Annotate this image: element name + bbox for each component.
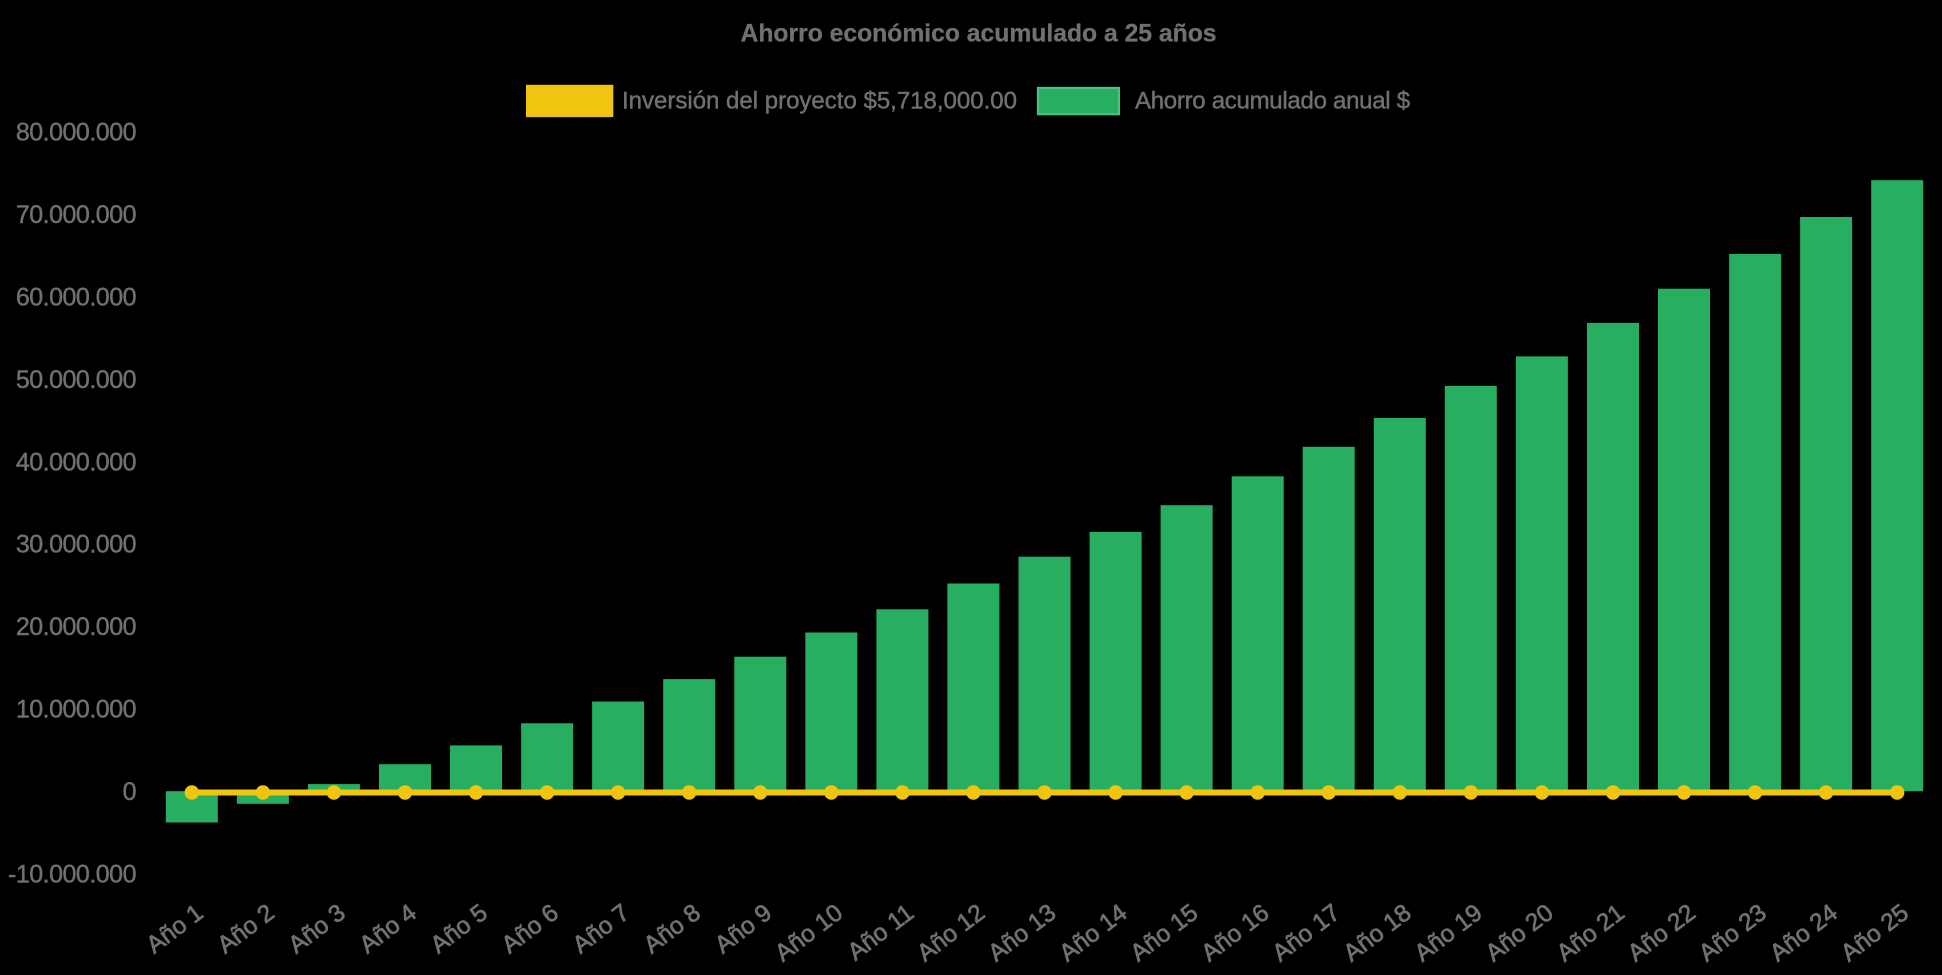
svg-text:40.000.000: 40.000.000 — [16, 448, 136, 476]
svg-text:0: 0 — [123, 778, 136, 806]
svg-text:30.000.000: 30.000.000 — [16, 531, 136, 559]
svg-text:Ahorro económico acumulado a 2: Ahorro económico acumulado a 25 años — [740, 21, 1216, 48]
svg-text:50.000.000: 50.000.000 — [16, 366, 136, 394]
svg-text:Inversión del proyecto $5,718,: Inversión del proyecto $5,718,000.00 — [622, 87, 1017, 114]
svg-text:-10.000.000: -10.000.000 — [8, 860, 136, 888]
svg-text:10.000.000: 10.000.000 — [16, 696, 136, 724]
svg-text:20.000.000: 20.000.000 — [16, 613, 136, 641]
svg-text:70.000.000: 70.000.000 — [16, 201, 136, 229]
svg-text:Ahorro acumulado anual $: Ahorro acumulado anual $ — [1135, 87, 1410, 114]
svg-text:80.000.000: 80.000.000 — [16, 119, 136, 147]
svg-text:60.000.000: 60.000.000 — [16, 283, 136, 311]
